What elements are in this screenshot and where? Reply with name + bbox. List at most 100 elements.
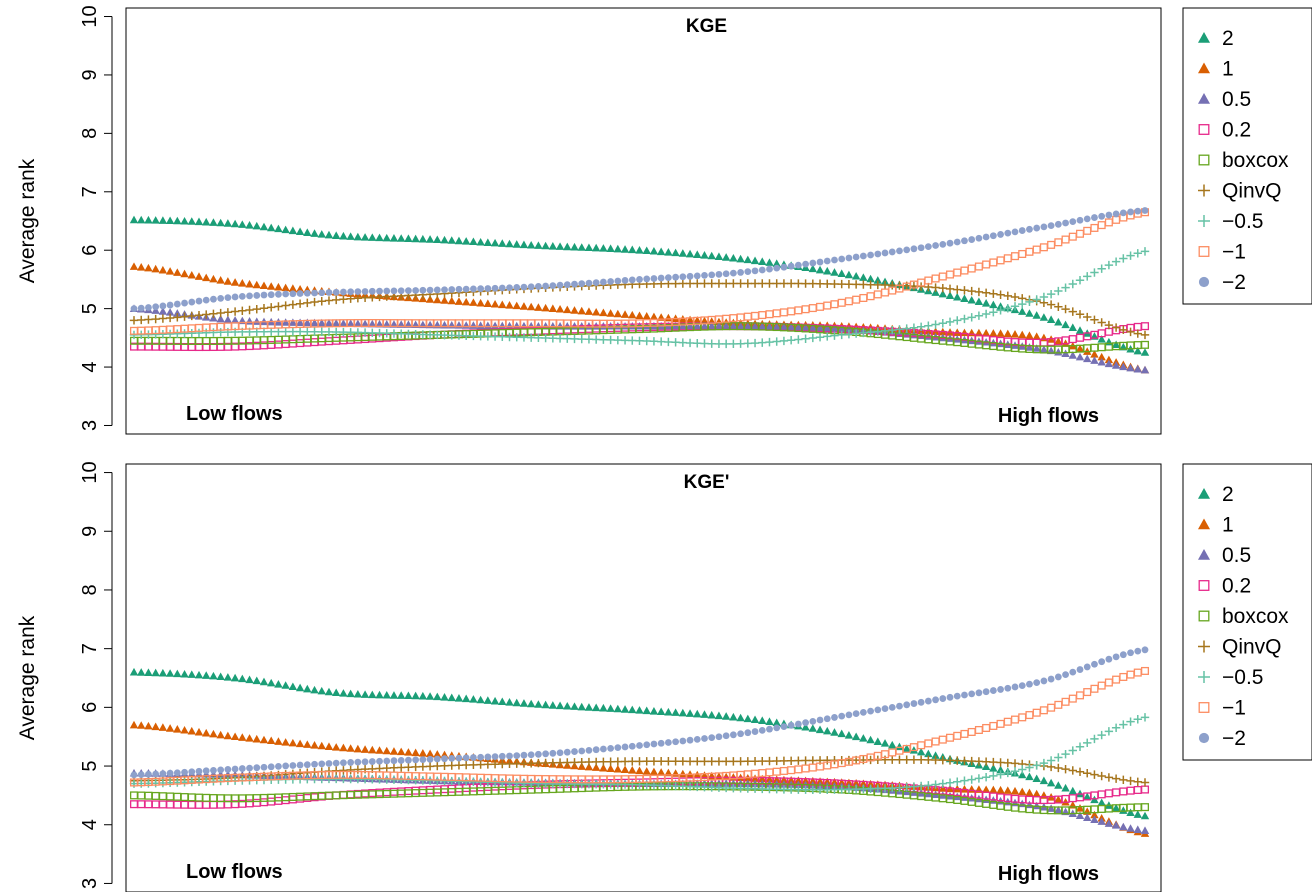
data-point — [931, 320, 940, 329]
data-point — [469, 760, 478, 770]
data-point — [246, 764, 253, 772]
data-point — [708, 734, 716, 742]
data-point — [1133, 777, 1142, 786]
data-point — [591, 757, 601, 767]
data-point — [1026, 225, 1033, 233]
data-point — [981, 762, 991, 771]
data-point — [1054, 317, 1063, 326]
data-point — [802, 260, 809, 268]
data-point — [195, 297, 203, 305]
data-point — [165, 216, 175, 225]
data-point — [282, 762, 290, 770]
data-point — [628, 310, 637, 319]
y-tick-label: 10 — [79, 5, 101, 27]
data-point — [519, 240, 529, 249]
data-point — [1025, 343, 1034, 351]
data-point — [353, 232, 363, 241]
data-point — [288, 795, 297, 804]
data-point — [194, 217, 204, 226]
data-point — [794, 776, 803, 784]
legend: 2 1 0.5 0.2 boxcox QinvQ −0.5 −1 −2 — [1182, 7, 1312, 305]
data-point — [173, 769, 181, 777]
data-point — [960, 785, 969, 793]
data-point — [454, 761, 464, 770]
data-point — [563, 779, 572, 789]
data-point — [642, 706, 651, 715]
data-point — [137, 791, 146, 800]
legend-marker — [1198, 702, 1210, 713]
data-point — [137, 800, 146, 809]
data-point — [1097, 817, 1106, 825]
data-point — [1090, 268, 1099, 277]
data-point — [1010, 759, 1020, 768]
data-point — [202, 793, 211, 802]
data-point — [202, 273, 211, 282]
data-point — [447, 761, 456, 770]
data-point — [844, 778, 854, 787]
data-point — [512, 778, 521, 788]
data-point — [1054, 700, 1063, 709]
data-point — [1039, 706, 1048, 715]
data-point — [194, 272, 204, 280]
data-point — [303, 228, 312, 236]
data-point — [816, 716, 824, 724]
data-point — [693, 279, 702, 288]
data-point — [685, 315, 695, 324]
data-point — [535, 283, 542, 290]
data-point — [794, 765, 803, 774]
data-point — [238, 765, 246, 772]
data-point — [779, 766, 788, 775]
data-point — [259, 677, 269, 686]
data-point — [721, 772, 731, 781]
data-point — [462, 754, 470, 762]
data-point — [144, 330, 153, 339]
data-point — [996, 306, 1005, 315]
data-point — [874, 706, 882, 714]
data-point — [750, 784, 760, 793]
data-point — [1054, 673, 1062, 681]
data-point — [895, 755, 904, 764]
data-point — [1126, 786, 1135, 795]
data-point — [404, 691, 413, 700]
data-point — [591, 703, 601, 712]
data-point — [866, 328, 875, 337]
data-point — [729, 783, 738, 793]
data-point — [1133, 785, 1142, 795]
data-point — [758, 338, 767, 347]
data-point — [607, 278, 615, 285]
data-point — [1069, 218, 1077, 226]
data-point — [1068, 323, 1077, 331]
data-point — [599, 745, 607, 753]
data-point — [801, 764, 810, 773]
data-point — [1083, 769, 1092, 778]
data-point — [1141, 646, 1149, 654]
data-point — [490, 299, 500, 308]
data-point — [1047, 703, 1056, 712]
data-point — [447, 296, 456, 305]
data-point — [310, 318, 319, 327]
data-point — [223, 277, 233, 285]
data-point — [591, 335, 601, 344]
data-point — [130, 305, 138, 313]
data-point — [180, 800, 189, 809]
data-point — [953, 238, 961, 246]
data-point — [750, 338, 760, 348]
data-point — [686, 272, 694, 280]
data-point — [606, 244, 615, 252]
data-point — [281, 225, 290, 234]
data-point — [541, 303, 550, 312]
data-point — [729, 321, 738, 330]
data-point — [599, 308, 608, 317]
data-point — [801, 323, 810, 331]
data-point — [953, 731, 962, 740]
data-point — [1126, 363, 1135, 372]
data-point — [851, 732, 861, 741]
data-point — [375, 690, 384, 699]
data-point — [974, 774, 984, 783]
data-point — [1140, 365, 1150, 374]
data-point — [396, 234, 406, 242]
data-point — [989, 785, 998, 794]
data-point — [454, 297, 464, 305]
data-point — [1003, 254, 1012, 263]
data-point — [932, 242, 939, 249]
